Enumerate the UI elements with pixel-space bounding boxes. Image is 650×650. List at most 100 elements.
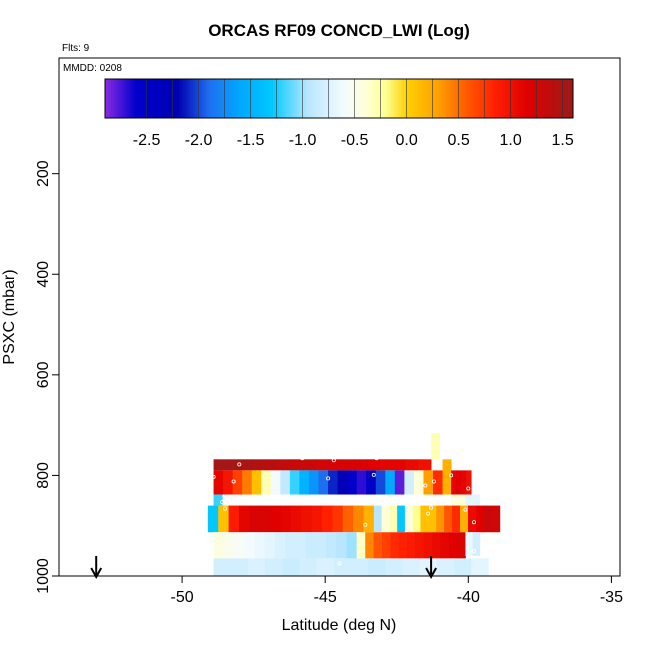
colorbar-swatch	[447, 79, 450, 118]
heatmap-cell	[261, 470, 272, 495]
colorbar-swatch	[527, 79, 530, 118]
colorbar-swatch	[481, 79, 484, 118]
colorbar-swatch	[195, 79, 198, 118]
plot-area	[90, 433, 501, 580]
heatmap-cell	[465, 494, 481, 506]
colorbar-swatch	[169, 79, 172, 118]
heatmap-cell	[389, 505, 398, 533]
colorbar-swatch	[313, 79, 316, 118]
colorbar-swatch	[217, 79, 220, 118]
colorbar-swatch	[397, 79, 400, 118]
heatmap-cell	[218, 505, 229, 533]
heatmap-cell	[452, 505, 461, 533]
heatmap-cell	[350, 558, 369, 576]
colorbar-swatch	[469, 79, 472, 118]
colorbar-swatch	[537, 79, 540, 118]
colorbar-swatch	[485, 79, 488, 118]
heatmap-cell	[404, 470, 415, 495]
colorbar-swatch	[455, 79, 458, 118]
heatmap-cell	[394, 470, 405, 495]
colorbar-swatch	[421, 79, 424, 118]
colorbar-swatch	[249, 79, 252, 118]
heatmap-cell	[270, 470, 281, 495]
y-tick-label: 1000	[35, 558, 52, 594]
colorbar-swatch	[189, 79, 192, 118]
heatmap-cell	[226, 459, 240, 471]
colorbar-swatch	[457, 79, 460, 118]
colorbar-swatch	[289, 79, 292, 118]
colorbar-swatch	[515, 79, 518, 118]
colorbar-swatch	[467, 79, 470, 118]
heatmap-cell	[471, 558, 489, 576]
heatmap-cell	[264, 532, 276, 559]
colorbar-swatch	[119, 79, 122, 118]
x-tick-label: -50	[171, 589, 194, 606]
colorbar-swatch	[299, 79, 302, 118]
colorbar-swatch	[301, 79, 304, 118]
colorbar-swatch	[329, 79, 332, 118]
heatmap-cell	[301, 505, 312, 533]
colorbar-tick-label: 1.0	[499, 132, 521, 149]
colorbar-swatch	[407, 79, 410, 118]
colorbar-swatch	[399, 79, 402, 118]
heatmap-cell	[442, 459, 452, 495]
colorbar-swatch	[149, 79, 152, 118]
colorbar-swatch	[367, 79, 370, 118]
heatmap-cell	[353, 505, 364, 533]
heatmap-cell	[347, 470, 358, 495]
heatmap-cell	[251, 470, 262, 495]
heatmap-cell	[315, 459, 330, 471]
colorbar-swatch	[317, 79, 320, 118]
colorbar-swatch	[353, 79, 356, 118]
heatmap-cell	[466, 470, 472, 495]
colorbar-swatch	[461, 79, 464, 118]
heatmap-cell	[303, 459, 317, 471]
colorbar-swatch	[357, 79, 360, 118]
colorbar-swatch	[235, 79, 238, 118]
colorbar-swatch	[219, 79, 222, 118]
sample-marker	[371, 472, 376, 477]
colorbar-swatch	[431, 79, 434, 118]
colorbar-swatch	[557, 79, 560, 118]
colorbar-swatch	[133, 79, 136, 118]
colorbar-swatch	[213, 79, 216, 118]
colorbar-swatch	[123, 79, 126, 118]
heatmap-cell	[451, 470, 457, 495]
colorbar-swatch	[405, 79, 408, 118]
heatmap-cell	[239, 459, 253, 471]
colorbar-swatch	[483, 79, 486, 118]
colorbar-swatch	[511, 79, 514, 118]
heatmap-cell	[244, 532, 255, 559]
heatmap-cell	[444, 505, 453, 533]
colorbar-swatch	[539, 79, 542, 118]
colorbar-swatch	[307, 79, 310, 118]
colorbar-swatch	[333, 79, 336, 118]
colorbar-swatch	[499, 79, 502, 118]
x-tick-label: -45	[314, 589, 337, 606]
colorbar-swatch	[203, 79, 206, 118]
y-tick-label: 600	[35, 361, 52, 388]
colorbar-swatch	[551, 79, 554, 118]
sample-marker	[471, 520, 476, 525]
colorbar-swatch	[383, 79, 386, 118]
colorbar-swatch	[463, 79, 466, 118]
heatmap-cell	[423, 532, 433, 559]
colorbar-tick-label: 0.0	[395, 132, 417, 149]
colorbar-swatch	[225, 79, 228, 118]
heatmap-cell	[373, 505, 383, 533]
colorbar-swatch	[327, 79, 330, 118]
colorbar-swatch	[151, 79, 154, 118]
colorbar-swatch	[363, 79, 366, 118]
colorbar-swatch	[507, 79, 510, 118]
heatmap-cell	[213, 459, 227, 471]
heatmap-cell	[346, 532, 358, 559]
heatmap-cell	[290, 505, 302, 533]
colorbar-swatch	[295, 79, 298, 118]
colorbar-swatch	[165, 79, 168, 118]
colorbar-swatch	[443, 79, 446, 118]
colorbar-swatch	[311, 79, 314, 118]
arrow-head	[425, 567, 437, 580]
heatmap-cell	[379, 459, 394, 471]
colorbar-swatch	[533, 79, 536, 118]
colorbar-swatch	[191, 79, 194, 118]
